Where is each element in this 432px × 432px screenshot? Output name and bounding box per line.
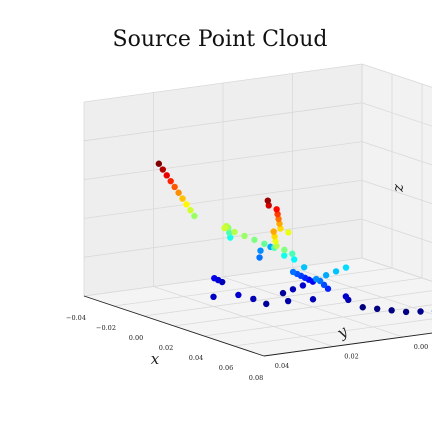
scatter-point bbox=[191, 212, 198, 220]
scatter-point bbox=[241, 232, 248, 240]
scatter-point bbox=[261, 240, 268, 248]
x-tick-label: 0.02 bbox=[159, 344, 173, 352]
scatter-point bbox=[342, 293, 350, 300]
scatter-point bbox=[251, 236, 258, 244]
back-pane bbox=[362, 64, 432, 282]
scatter-point bbox=[281, 246, 288, 254]
scatter-point bbox=[256, 254, 263, 261]
axis-lines bbox=[83, 295, 432, 357]
scatter-point bbox=[231, 228, 238, 236]
gridline-z-left bbox=[83, 218, 363, 258]
scatter-point bbox=[276, 220, 283, 227]
scatter-point bbox=[211, 274, 218, 282]
z-axis-label: z bbox=[389, 184, 407, 193]
scatter-point bbox=[265, 202, 272, 209]
scatter-point bbox=[274, 210, 281, 218]
gridline-z-back bbox=[361, 218, 432, 243]
scatter-points bbox=[155, 160, 432, 316]
scatter-point bbox=[402, 308, 410, 316]
scatter-point bbox=[324, 285, 332, 292]
scatter-point bbox=[284, 297, 292, 305]
scatter-point bbox=[175, 189, 182, 196]
tick-labels: −0.04−0.020.000.020.040.060.08−0.04−0.02… bbox=[66, 314, 428, 382]
scatter-point bbox=[299, 282, 307, 289]
gridlines bbox=[83, 63, 432, 357]
scatter-point bbox=[183, 201, 190, 208]
scatter-point bbox=[277, 225, 284, 232]
gridline-z-left bbox=[83, 180, 363, 219]
x-tick-label: 0.00 bbox=[129, 334, 143, 342]
scatter-point bbox=[272, 238, 279, 245]
chart-title: Source Point Cloud bbox=[113, 27, 328, 52]
y-tick-label: 0.00 bbox=[414, 343, 428, 351]
scatter-point bbox=[388, 307, 395, 314]
scatter-point bbox=[187, 206, 194, 214]
scatter-point bbox=[289, 250, 296, 257]
x-tick-label: 0.04 bbox=[189, 354, 203, 362]
x-tick-label: −0.04 bbox=[66, 314, 86, 322]
gridline-z-left bbox=[83, 63, 363, 103]
scatter-point bbox=[417, 308, 424, 315]
gridline-z-left bbox=[83, 102, 363, 142]
scatter-point bbox=[279, 289, 287, 297]
scatter-point bbox=[210, 293, 217, 300]
gridline-z-left bbox=[83, 257, 363, 297]
scatter-point bbox=[250, 295, 257, 303]
scatter-point bbox=[264, 197, 271, 204]
x-axis-label: x bbox=[151, 350, 160, 368]
x-tick-label: 0.08 bbox=[249, 374, 263, 382]
scatter-point bbox=[167, 177, 174, 185]
scatter-point bbox=[179, 195, 186, 202]
scatter-point bbox=[275, 215, 282, 223]
gridline-y-floor bbox=[292, 267, 432, 315]
scatter-point bbox=[285, 229, 292, 236]
scatter-point bbox=[332, 268, 340, 275]
gridline-z-back bbox=[361, 63, 432, 88]
scatter-point bbox=[171, 183, 178, 191]
scatter-point bbox=[374, 305, 381, 312]
scatter-point bbox=[227, 234, 234, 241]
gridline-z-back bbox=[361, 102, 432, 127]
scatter-point bbox=[270, 228, 277, 235]
scatter-point bbox=[257, 247, 264, 254]
scatter-point bbox=[342, 264, 350, 271]
scatter-point bbox=[281, 252, 288, 259]
y-tick-label: 0.04 bbox=[275, 362, 289, 370]
x-tick-label: −0.02 bbox=[96, 324, 116, 332]
scatter-point bbox=[273, 242, 280, 250]
scatter-point bbox=[312, 275, 320, 283]
scatter-point bbox=[263, 300, 270, 308]
gridline-z-back bbox=[361, 257, 432, 282]
floor-pane bbox=[84, 258, 432, 356]
gridline-z-back bbox=[361, 141, 432, 166]
scatter-point bbox=[320, 281, 328, 289]
scatter-point bbox=[322, 272, 330, 279]
x-tick-label: 0.06 bbox=[219, 364, 233, 372]
scatter-point bbox=[291, 256, 298, 263]
scatter-point bbox=[309, 296, 317, 303]
scatter-point bbox=[221, 224, 228, 232]
scatter-point bbox=[159, 166, 166, 173]
y-axis-line bbox=[263, 332, 432, 357]
y-tick-label: 0.02 bbox=[344, 353, 358, 361]
scatter-point bbox=[300, 264, 308, 271]
scatter-point bbox=[289, 286, 297, 293]
gridline-y-floor bbox=[222, 276, 404, 338]
scatter-point bbox=[226, 229, 233, 236]
gridline-y-floor bbox=[153, 286, 334, 347]
scatter-point bbox=[289, 268, 297, 276]
x-axis-line bbox=[83, 295, 265, 357]
gridline-z-back bbox=[361, 180, 432, 205]
scatter-point bbox=[271, 233, 278, 240]
scatter-point bbox=[155, 160, 163, 167]
scatter-point bbox=[163, 172, 170, 179]
scatter-point bbox=[273, 206, 280, 213]
gridline-z-left bbox=[83, 141, 363, 180]
scatter-point bbox=[235, 291, 242, 299]
scatter-point bbox=[359, 304, 366, 311]
